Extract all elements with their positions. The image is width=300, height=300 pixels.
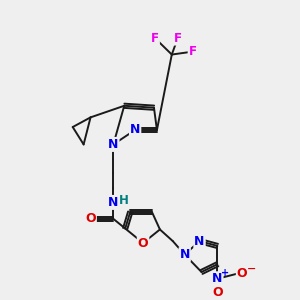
Text: N: N [212, 272, 223, 285]
Text: O: O [85, 212, 96, 225]
Text: +: + [221, 268, 230, 278]
Text: N: N [194, 235, 205, 248]
Text: F: F [189, 45, 196, 58]
Text: N: N [108, 196, 118, 209]
Text: N: N [108, 138, 118, 151]
Text: F: F [151, 32, 159, 45]
Text: O: O [138, 236, 148, 250]
Text: N: N [179, 248, 190, 261]
Text: O: O [212, 286, 223, 299]
Text: F: F [174, 32, 182, 45]
Text: −: − [246, 264, 256, 274]
Text: O: O [237, 267, 248, 280]
Text: H: H [119, 194, 129, 207]
Text: N: N [130, 123, 140, 136]
